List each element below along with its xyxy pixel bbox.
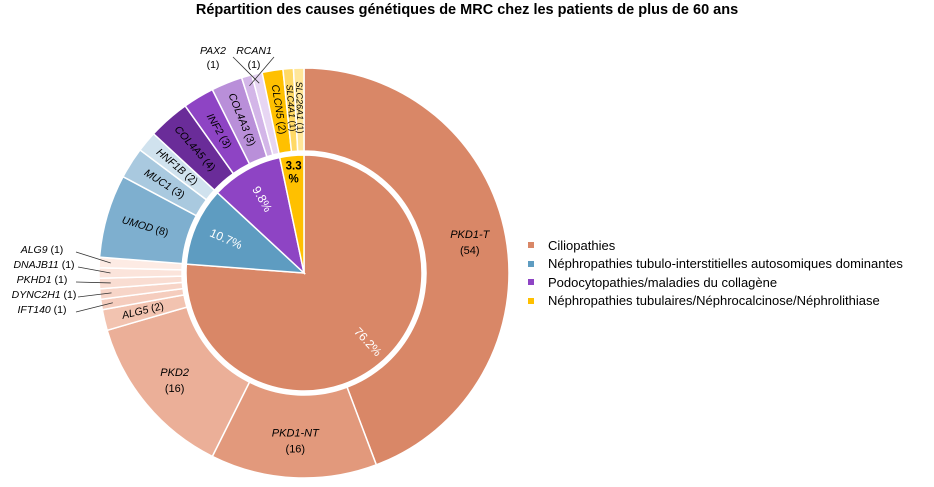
inner-slice-ciliopathies <box>185 154 423 392</box>
inner-slice-podocytopathies-maladies-du-collagene <box>216 156 306 276</box>
svg-text:(1): (1) <box>248 59 261 71</box>
svg-text:(16): (16) <box>165 383 185 395</box>
svg-text:IFT140 (1): IFT140 (1) <box>17 304 66 316</box>
inner-slice-nephropathies-tubulaires-nephrocalcinose-nephrolithiase <box>278 154 305 274</box>
chart-title: Répartition des causes génétiques de MRC… <box>195 2 739 18</box>
outer-label-ift140: IFT140 (1) <box>17 302 113 316</box>
outer-label-pkd2: PKD2 (16) <box>160 367 189 395</box>
legend-item-podocytopathies-maladies-du-collagene: Podocytopathies/maladies du collagène <box>528 273 903 292</box>
svg-text:(16): (16) <box>286 443 306 455</box>
outer-label-pkd1-nt: PKD1-NT (16) <box>272 427 320 455</box>
legend-label: Néphropathies tubulo-interstitielles aut… <box>548 256 903 272</box>
svg-text:RCAN1: RCAN1 <box>236 45 272 57</box>
svg-text:PKD1-T: PKD1-T <box>450 229 490 241</box>
legend-swatch <box>528 297 534 304</box>
legend-item-nephropathies-tubulo-interstitielles-autosomiques-dominantes: Néphropathies tubulo-interstitielles aut… <box>528 255 903 274</box>
svg-text:PKHD1 (1): PKHD1 (1) <box>17 274 68 286</box>
legend-item-ciliopathies: Ciliopathies <box>528 236 903 255</box>
outer-label-rcan1: RCAN1 (1) <box>236 45 275 87</box>
svg-text:3.3%: 3.3% <box>286 161 302 186</box>
outer-label-clcn5: CLCN5 (2) <box>269 84 289 135</box>
legend: Ciliopathies Néphropathies tubulo-interst… <box>528 236 903 310</box>
legend-item-nephropathies-tubulaires-nephrocalcinose-nephrolithiase: Néphropathies tubulaires/Néphrocalcinose… <box>528 292 903 311</box>
svg-text:DNAJB11 (1): DNAJB11 (1) <box>13 259 74 271</box>
svg-text:PKD1-NT: PKD1-NT <box>272 427 320 439</box>
outer-label-slc26a1: SLC26A1 (1) <box>294 81 305 133</box>
svg-text:PKD2: PKD2 <box>160 367 189 379</box>
legend-label: Podocytopathies/maladies du collagène <box>548 274 778 290</box>
legend-swatch <box>528 260 534 267</box>
svg-text:(1): (1) <box>207 59 220 71</box>
outer-label-pkd1-t: PKD1-T (54) <box>450 229 490 257</box>
outer-label-slc4a1: SLC4A1 (1) <box>284 84 298 132</box>
svg-text:(54): (54) <box>460 245 480 257</box>
outer-label-dnajb11: DNAJB11 (1) <box>13 259 111 274</box>
legend-label: Ciliopathies <box>548 237 616 253</box>
outer-label-dync2h1: DYNC2H1 (1) <box>12 289 112 301</box>
outer-slice-slc26a1 <box>292 67 305 152</box>
svg-text:DYNC2H1 (1): DYNC2H1 (1) <box>12 289 77 301</box>
svg-text:PAX2: PAX2 <box>200 45 226 57</box>
outer-label-alg9: ALG9 (1) <box>20 244 111 264</box>
outer-slice-pkd1-t <box>303 67 510 466</box>
inner-slice-nephropathies-tubulo-interstitielles-autosomiques-dominantes <box>185 191 307 274</box>
legend-swatch <box>528 279 534 286</box>
svg-text:ALG9 (1): ALG9 (1) <box>20 244 64 256</box>
inner-label-nephropathies-tubulaires-nephrocalcinose-nephrolithiase: 3.3% <box>286 161 302 186</box>
legend-label: Néphropathies tubulaires/Néphrocalcinose… <box>548 293 880 309</box>
legend-swatch <box>528 242 534 249</box>
outer-label-pkhd1: PKHD1 (1) <box>17 274 111 286</box>
outer-label-pax2: PAX2 (1) <box>200 45 260 84</box>
